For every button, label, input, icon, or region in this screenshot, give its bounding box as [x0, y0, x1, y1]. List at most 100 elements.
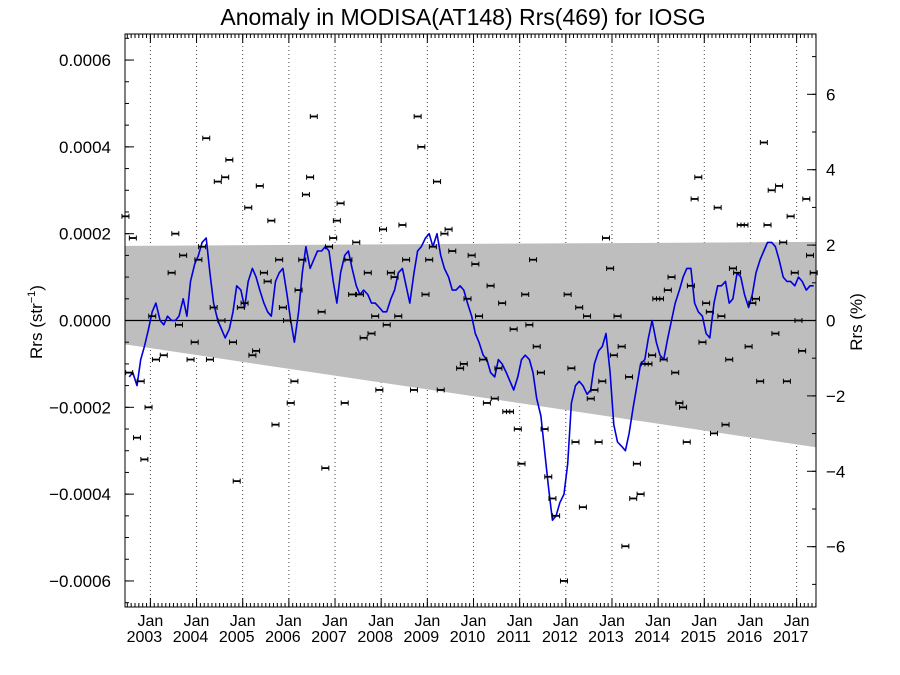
y2-tick-label: 0 [826, 312, 835, 331]
x-tick-year-label: 2016 [727, 629, 763, 646]
anomaly-point [475, 313, 484, 319]
anomaly-point [352, 239, 361, 245]
anomaly-point [767, 187, 776, 193]
anomaly-point [690, 196, 699, 202]
anomaly-point [779, 239, 788, 245]
anomaly-point [521, 291, 530, 297]
anomaly-point [498, 300, 507, 306]
chart-title: Anomaly in MODISA(AT148) Rrs(469) for IO… [220, 4, 705, 30]
anomaly-point [578, 504, 587, 510]
anomaly-point [340, 400, 349, 406]
anomaly-point [536, 370, 545, 376]
anomaly-point [190, 339, 199, 345]
anomaly-point [144, 404, 153, 410]
anomaly-point [148, 313, 157, 319]
anomaly-point [371, 313, 380, 319]
anomaly-point [682, 439, 691, 445]
anomaly-point [575, 304, 584, 310]
x-tick-month-label: Jan [137, 613, 163, 630]
anomaly-point [198, 244, 207, 250]
anomaly-point [644, 361, 653, 367]
x-tick-year-label: 2017 [773, 629, 809, 646]
anomaly-point [705, 309, 714, 315]
x-tick-month-label: Jan [645, 613, 671, 630]
anomaly-point [559, 578, 568, 584]
x-tick-month-label: Jan [368, 613, 394, 630]
x-tick-year-label: 2006 [265, 629, 301, 646]
anomaly-point [367, 331, 376, 337]
y2-tick-label: −2 [826, 387, 845, 406]
anomaly-point [794, 318, 803, 323]
anomaly-point [359, 335, 368, 341]
anomaly-point [225, 157, 234, 163]
anomaly-point [267, 218, 276, 224]
anomaly-point [425, 257, 434, 263]
anomaly-point [698, 339, 707, 345]
running-mean-series [128, 232, 814, 521]
anomaly-point [448, 248, 457, 254]
confidence-band [125, 241, 816, 448]
anomaly-point [394, 313, 403, 319]
anomaly-point [709, 430, 718, 436]
anomaly-point [775, 183, 784, 189]
anomaly-point [802, 196, 811, 202]
anomaly-point [348, 291, 357, 297]
y-tick-label: 0.0002 [59, 225, 111, 244]
anomaly-point [482, 400, 491, 406]
anomaly-point [298, 257, 307, 263]
anomaly-point [444, 226, 453, 232]
anomaly-point [402, 257, 411, 263]
anomaly-point [259, 270, 268, 276]
anomaly-point [205, 357, 214, 363]
anomaly-point [598, 378, 607, 384]
anomaly-point [375, 387, 384, 393]
anomaly-point [563, 291, 572, 297]
x-tick-year-label: 2015 [680, 629, 716, 646]
left-y-axis-title-superscript: −1 [26, 291, 38, 304]
anomaly-point [552, 513, 561, 519]
y2-tick-label: 2 [826, 236, 835, 255]
anomaly-point [229, 339, 238, 345]
x-tick-year-label: 2009 [404, 629, 440, 646]
anomaly-point [248, 352, 257, 358]
anomaly-point [756, 378, 765, 384]
x-tick-month-label: Jan [599, 613, 625, 630]
anomaly-point [790, 270, 799, 276]
anomaly-point [194, 257, 203, 263]
anomaly-point [479, 357, 488, 363]
x-axis: Jan2003Jan2004Jan2005Jan2006Jan2007Jan20… [127, 34, 817, 646]
left-y-axis-title-close: ) [27, 285, 46, 291]
anomaly-point [740, 222, 749, 228]
anomaly-point [175, 322, 184, 328]
y2-tick-label: −4 [826, 462, 845, 481]
anomaly-point [544, 474, 553, 480]
anomaly-point [421, 291, 430, 297]
anomaly-point [263, 278, 272, 284]
anomaly-point [655, 296, 664, 302]
anomaly-point [344, 257, 353, 263]
y-tick-label: 0.0000 [59, 312, 111, 331]
anomaly-point [294, 287, 303, 293]
x-tick-year-label: 2014 [634, 629, 670, 646]
anomaly-point [725, 357, 734, 363]
anomaly-point [529, 257, 538, 263]
anomaly-point [625, 374, 634, 380]
anomaly-point [290, 378, 299, 384]
anomaly-point [759, 140, 768, 146]
anomaly-point [721, 422, 730, 428]
anomaly-point [463, 296, 472, 302]
x-tick-year-label: 2010 [450, 629, 486, 646]
anomaly-point [748, 300, 757, 306]
anomaly-point [648, 352, 657, 358]
anomaly-point [632, 461, 641, 467]
anomaly-point [413, 113, 422, 119]
x-tick-month-label: Jan [276, 613, 302, 630]
anomaly-point [694, 174, 703, 180]
anomaly-points-series [121, 113, 818, 584]
anomaly-point [763, 222, 772, 228]
x-tick-year-label: 2013 [588, 629, 624, 646]
anomaly-point [667, 274, 676, 280]
x-tick-month-label: Jan [553, 613, 579, 630]
anomaly-point [805, 252, 814, 258]
y-tick-label: −0.0006 [49, 572, 111, 591]
